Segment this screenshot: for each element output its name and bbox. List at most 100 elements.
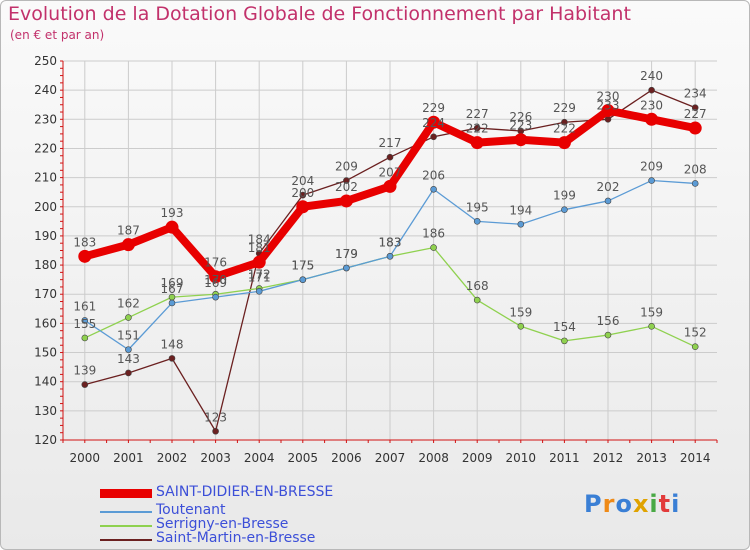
series-point-1 bbox=[343, 264, 350, 272]
y-tick-label: 130 bbox=[34, 404, 57, 418]
series-point-2 bbox=[648, 322, 655, 330]
logo-letter: i bbox=[671, 490, 681, 518]
x-tick-label: 2010 bbox=[506, 451, 537, 465]
series-point-1 bbox=[299, 276, 307, 283]
series-point-1 bbox=[81, 317, 89, 324]
data-label: 168 bbox=[466, 279, 489, 293]
series-point-0 bbox=[78, 249, 92, 263]
data-label: 230 bbox=[597, 90, 620, 104]
data-label: 183 bbox=[379, 235, 402, 249]
legend-label: Saint-Martin-en-Bresse bbox=[156, 530, 316, 546]
data-label: 199 bbox=[553, 189, 576, 203]
data-label: 227 bbox=[466, 107, 489, 121]
series-point-3 bbox=[430, 133, 437, 141]
data-label: 148 bbox=[161, 337, 184, 351]
data-label: 123 bbox=[204, 410, 227, 424]
series-point-3 bbox=[648, 86, 655, 94]
data-label: 170 bbox=[204, 273, 227, 287]
data-label: 226 bbox=[509, 110, 532, 124]
series-point-0 bbox=[339, 194, 353, 208]
data-label: 186 bbox=[422, 227, 445, 241]
y-tick-label: 200 bbox=[34, 200, 57, 214]
data-label: 224 bbox=[422, 116, 445, 130]
x-tick-label: 2000 bbox=[70, 451, 101, 465]
series-point-0 bbox=[470, 136, 484, 150]
data-label: 204 bbox=[291, 174, 314, 188]
logo-letter: t bbox=[658, 490, 672, 518]
chart-subtitle: (en € et par an) bbox=[10, 28, 105, 42]
legend-label: Serrigny-en-Bresse bbox=[156, 516, 289, 532]
proxiti-logo: Proxiti bbox=[584, 490, 680, 518]
data-label: 172 bbox=[248, 267, 271, 281]
series-point-3 bbox=[125, 369, 132, 377]
series-point-0 bbox=[645, 112, 659, 126]
data-label: 202 bbox=[335, 180, 358, 194]
series-point-1 bbox=[561, 206, 568, 213]
data-label: 233 bbox=[597, 98, 620, 112]
data-label: 217 bbox=[379, 136, 402, 150]
x-tick-label: 2004 bbox=[244, 451, 275, 465]
series-point-1 bbox=[648, 177, 655, 184]
data-label: 159 bbox=[640, 305, 663, 319]
y-tick-label: 210 bbox=[34, 171, 57, 185]
data-label: 162 bbox=[117, 297, 140, 311]
data-label: 222 bbox=[466, 122, 489, 136]
series-point-2 bbox=[604, 331, 612, 339]
series-point-2 bbox=[561, 337, 568, 345]
data-label: 209 bbox=[335, 160, 358, 174]
series-point-3 bbox=[691, 104, 699, 111]
series-point-1 bbox=[473, 218, 481, 225]
x-tick-label: 2011 bbox=[549, 451, 580, 465]
series-point-2 bbox=[691, 343, 699, 351]
logo-letter: o bbox=[615, 490, 633, 518]
y-tick-label: 190 bbox=[34, 229, 57, 243]
series-point-0 bbox=[165, 220, 179, 234]
data-label: 184 bbox=[248, 232, 271, 246]
data-label: 227 bbox=[684, 107, 707, 121]
series-point-0 bbox=[688, 121, 702, 135]
y-tick-label: 240 bbox=[34, 83, 57, 97]
series-point-3 bbox=[386, 153, 394, 161]
data-label: 179 bbox=[335, 247, 358, 261]
series-point-1 bbox=[430, 185, 437, 193]
data-label: 151 bbox=[117, 329, 140, 343]
data-label: 195 bbox=[466, 200, 489, 214]
y-tick-label: 120 bbox=[34, 433, 57, 447]
x-tick-label: 2003 bbox=[200, 451, 231, 465]
series-point-0 bbox=[383, 179, 397, 193]
x-tick-label: 2013 bbox=[636, 451, 667, 465]
data-label: 183 bbox=[379, 235, 402, 249]
series-point-0 bbox=[296, 200, 310, 214]
data-label: 159 bbox=[509, 305, 532, 319]
data-label: 202 bbox=[597, 180, 620, 194]
series-point-1 bbox=[386, 253, 394, 260]
data-label: 200 bbox=[291, 186, 314, 200]
data-label: 194 bbox=[509, 203, 532, 217]
series-point-2 bbox=[81, 334, 89, 342]
x-tick-label: 2014 bbox=[680, 451, 711, 465]
series-point-0 bbox=[557, 136, 571, 150]
x-tick-label: 2012 bbox=[593, 451, 624, 465]
y-tick-label: 250 bbox=[34, 54, 57, 68]
data-label: 171 bbox=[248, 270, 271, 284]
data-label: 175 bbox=[291, 259, 314, 273]
series-point-2 bbox=[473, 296, 481, 304]
data-label: 152 bbox=[684, 326, 707, 340]
series-point-1 bbox=[168, 299, 176, 307]
data-label: 161 bbox=[73, 299, 96, 313]
series-point-0 bbox=[601, 104, 615, 118]
data-label: 208 bbox=[684, 162, 707, 176]
x-tick-label: 2009 bbox=[462, 451, 493, 465]
y-tick-label: 230 bbox=[34, 112, 57, 126]
logo-letter: x bbox=[632, 490, 650, 518]
legend-swatch bbox=[100, 489, 152, 498]
data-label: 167 bbox=[161, 282, 184, 296]
series-point-3 bbox=[561, 118, 568, 126]
series-point-3 bbox=[473, 124, 481, 132]
series-point-1 bbox=[125, 346, 132, 353]
x-tick-label: 2001 bbox=[113, 451, 144, 465]
data-label: 169 bbox=[161, 276, 184, 290]
data-label: 207 bbox=[379, 165, 402, 179]
data-label: 229 bbox=[422, 101, 445, 115]
